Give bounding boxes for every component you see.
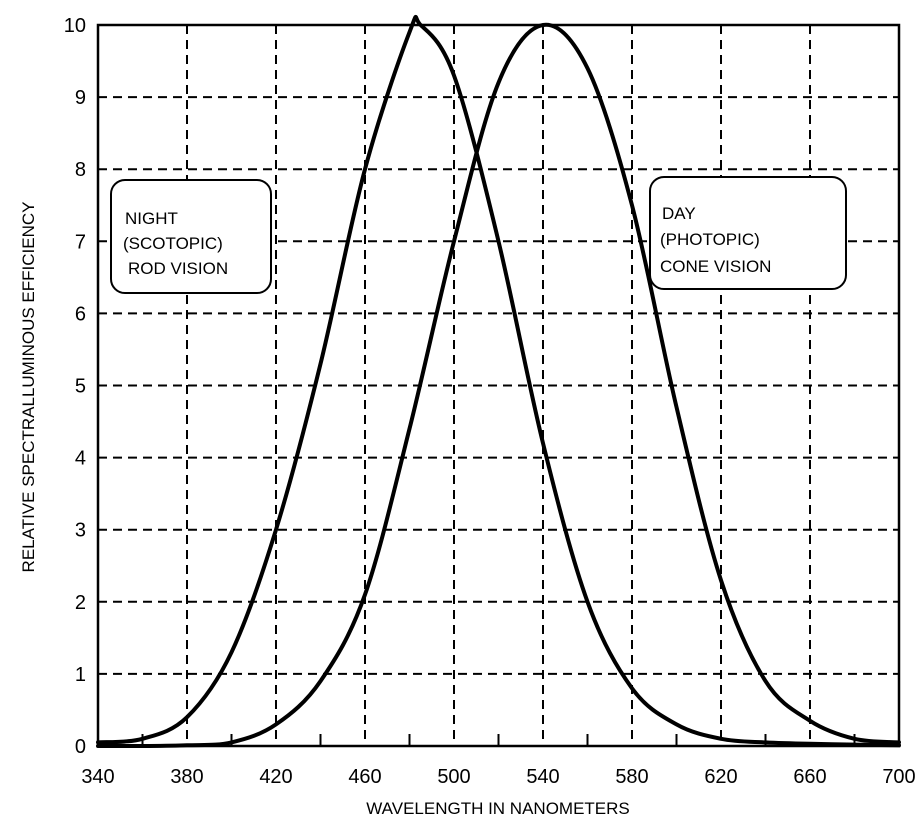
night-label-line-1: NIGHT — [125, 209, 178, 228]
photopic-curve — [96, 22, 901, 749]
y-axis-title: RELATIVE SPECTRALLUMINOUS EFFICIENCY — [19, 202, 38, 573]
x-tick-label-580: 580 — [615, 766, 648, 788]
y-tick-label-3: 3 — [75, 520, 86, 542]
curves — [96, 14, 901, 749]
x-axis-title: WAVELENGTH IN NANOMETERS — [366, 799, 630, 818]
x-tick-label-460: 460 — [348, 766, 381, 788]
x-tick-label-700: 700 — [882, 766, 915, 788]
day-annotation-frame — [649, 176, 847, 290]
y-tick-label-1: 1 — [75, 664, 86, 686]
day-label-line-1: DAY — [662, 204, 696, 223]
y-tick-label-6: 6 — [75, 303, 86, 325]
x-tick-label-500: 500 — [437, 766, 470, 788]
y-tick-label-9: 9 — [75, 87, 86, 109]
y-tick-label-5: 5 — [75, 376, 86, 398]
x-tick-label-340: 340 — [81, 766, 114, 788]
scotopic-curve — [96, 14, 901, 748]
y-tick-label-2: 2 — [75, 592, 86, 614]
night-label-line-2: (SCOTOPIC) — [123, 234, 223, 253]
night-annotation-frame — [110, 179, 272, 294]
day-label-line-3: CONE VISION — [660, 257, 771, 276]
day-label-line-2: (PHOTOPIC) — [660, 230, 760, 249]
x-tick-label-380: 380 — [170, 766, 203, 788]
x-tick-labels: 340 380 420 460 500 540 580 620 660 700 — [81, 766, 915, 788]
y-tick-label-10: 10 — [64, 15, 86, 37]
grid — [98, 25, 899, 746]
y-tick-label-8: 8 — [75, 159, 86, 181]
plot-frame — [96, 23, 901, 748]
day-annotation-box: DAY (PHOTOPIC) CONE VISION — [649, 176, 847, 290]
night-label-line-3: ROD VISION — [128, 259, 228, 278]
y-tick-label-7: 7 — [75, 231, 86, 253]
y-tick-label-4: 4 — [75, 448, 86, 470]
x-tick-label-660: 660 — [793, 766, 826, 788]
x-tick-label-620: 620 — [704, 766, 737, 788]
night-annotation-box: NIGHT (SCOTOPIC) ROD VISION — [110, 179, 272, 294]
x-tick-label-420: 420 — [259, 766, 292, 788]
y-tick-labels: 0 1 2 3 4 5 6 7 8 9 10 — [64, 15, 86, 758]
x-tick-label-540: 540 — [526, 766, 559, 788]
y-tick-label-0: 0 — [75, 736, 86, 758]
